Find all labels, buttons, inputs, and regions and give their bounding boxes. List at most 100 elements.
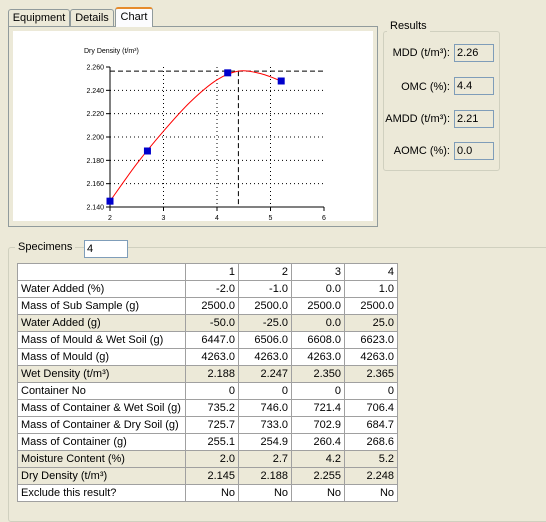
row-label: Water Added (%) [17, 280, 186, 298]
table-cell: 5.2 [344, 450, 398, 468]
table-cell[interactable]: 725.7 [185, 416, 239, 434]
data-point [277, 77, 285, 85]
row-label: Container No [17, 382, 186, 400]
y-tick-label: 2.260 [86, 65, 104, 72]
chart-labels: 2 3 4 5 6 2.140 2.160 2.180 2.200 2.220 2.240 2.260… [84, 48, 326, 237]
table-cell: 2.248 [344, 467, 398, 485]
x-tick-label: 6 [322, 215, 326, 221]
data-point [143, 147, 151, 155]
grid-corner-cell [17, 263, 186, 281]
table-cell[interactable]: No [344, 484, 398, 502]
table-cell[interactable]: 2500.0 [291, 297, 345, 315]
column-header-2: 2 [238, 263, 292, 281]
aomc-label: AOMC (%): [393, 145, 450, 157]
table-cell[interactable]: -2.0 [185, 280, 239, 298]
table-cell: 0.0 [291, 314, 345, 332]
table-cell: -25.0 [238, 314, 292, 332]
table-cell[interactable]: 0 [344, 382, 398, 400]
table-cell[interactable]: 4263.0 [185, 348, 239, 366]
table-cell[interactable]: 2500.0 [238, 297, 292, 315]
table-row: Mass of Container (g) 255.1 254.9 260.4 268.… [17, 433, 398, 451]
table-cell[interactable]: 6447.0 [185, 331, 239, 349]
row-label: Mass of Mould & Wet Soil (g) [17, 331, 186, 349]
table-row: Moisture Content (%) 2.0 2.7 4.2 5.2 [17, 450, 398, 468]
table-cell[interactable]: 0 [185, 382, 239, 400]
table-cell: 2.145 [185, 467, 239, 485]
row-label: Mass of Container & Wet Soil (g) [17, 399, 186, 417]
table-cell[interactable]: 684.7 [344, 416, 398, 434]
data-point [224, 69, 232, 77]
table-cell[interactable]: 260.4 [291, 433, 345, 451]
specimen-count-input[interactable]: 4 [84, 240, 128, 258]
table-cell[interactable]: 735.2 [185, 399, 239, 417]
table-cell[interactable]: No [185, 484, 239, 502]
results-group [383, 31, 500, 171]
table-cell[interactable]: -1.0 [238, 280, 292, 298]
results-title: Results [387, 20, 430, 32]
chart-tab-panel: 2 3 4 5 6 2.140 2.160 2.180 2.200 2.220 2.240 2.260… [8, 26, 378, 237]
table-cell[interactable]: 4263.0 [344, 348, 398, 366]
tab-details[interactable]: Details [70, 9, 114, 26]
row-label: Water Added (g) [17, 314, 186, 332]
table-cell[interactable]: 733.0 [238, 416, 292, 434]
row-label: Moisture Content (%) [17, 450, 186, 468]
table-row: Mass of Mould (g) 4263.0 4263.0 4263.0 4263.… [17, 348, 398, 366]
table-cell[interactable]: 268.6 [344, 433, 398, 451]
row-label: Mass of Container (g) [17, 433, 186, 451]
column-header-3: 3 [291, 263, 345, 281]
table-cell[interactable]: 706.4 [344, 399, 398, 417]
data-point [106, 197, 114, 205]
omc-field: 4.4 [454, 77, 494, 95]
row-label: Wet Density (t/m³) [17, 365, 186, 383]
table-cell[interactable]: 6506.0 [238, 331, 292, 349]
row-label: Mass of Container & Dry Soil (g) [17, 416, 186, 434]
table-cell[interactable]: 4263.0 [238, 348, 292, 366]
table-row: Mass of Mould & Wet Soil (g) 6447.0 6506.0… [17, 331, 398, 349]
table-cell[interactable]: 2500.0 [185, 297, 239, 315]
y-tick-label: 2.140 [86, 205, 104, 212]
table-cell[interactable]: 702.9 [291, 416, 345, 434]
table-cell[interactable]: 6623.0 [344, 331, 398, 349]
aomc-field: 0.0 [454, 142, 494, 160]
table-row: Dry Density (t/m³) 2.145 2.188 2.255 2.248 [17, 467, 398, 485]
table-cell: 25.0 [344, 314, 398, 332]
table-cell[interactable]: No [291, 484, 345, 502]
chart-points [106, 69, 285, 205]
table-row: Mass of Sub Sample (g) 2500.0 2500.0 2500.0… [17, 297, 398, 315]
tab-chart[interactable]: Chart [115, 7, 153, 27]
table-row: Mass of Container & Wet Soil (g) 735.2 746… [17, 399, 398, 417]
mdd-field: 2.26 [454, 44, 494, 62]
chart-curve [109, 70, 324, 207]
table-cell[interactable]: 2500.0 [344, 297, 398, 315]
row-label: Mass of Mould (g) [17, 348, 186, 366]
table-cell[interactable]: No [238, 484, 292, 502]
table-cell[interactable]: 1.0 [344, 280, 398, 298]
table-cell[interactable]: 0 [291, 382, 345, 400]
column-header-4: 4 [344, 263, 398, 281]
x-tick-label: 4 [215, 215, 219, 221]
table-cell[interactable]: 0 [238, 382, 292, 400]
y-tick-label: 2.240 [86, 88, 104, 95]
compaction-curve [109, 70, 282, 202]
table-cell[interactable]: 254.9 [238, 433, 292, 451]
table-cell: 4.2 [291, 450, 345, 468]
table-cell[interactable]: 255.1 [185, 433, 239, 451]
row-label: Dry Density (t/m³) [17, 467, 186, 485]
table-cell: 2.188 [185, 365, 239, 383]
row-label: Mass of Sub Sample (g) [17, 297, 186, 315]
table-cell[interactable]: 6608.0 [291, 331, 345, 349]
compaction-chart: 2 3 4 5 6 2.140 2.160 2.180 2.200 2.220 2.240 2.260… [84, 48, 326, 237]
tab-equipment[interactable]: Equipment [8, 9, 70, 26]
omc-label: OMC (%): [401, 81, 450, 93]
table-cell: 2.7 [238, 450, 292, 468]
table-cell[interactable]: 746.0 [238, 399, 292, 417]
x-tick-label: 2 [108, 215, 112, 221]
table-row: Exclude this result? No No No No [17, 484, 398, 502]
table-row: Water Added (%) -2.0 -1.0 0.0 1.0 [17, 280, 398, 298]
specimens-title: Specimens [15, 241, 76, 253]
table-cell[interactable]: 0.0 [291, 280, 345, 298]
table-cell[interactable]: 721.4 [291, 399, 345, 417]
chart-title: Dry Density (t/m³) [84, 48, 139, 55]
table-cell[interactable]: 4263.0 [291, 348, 345, 366]
